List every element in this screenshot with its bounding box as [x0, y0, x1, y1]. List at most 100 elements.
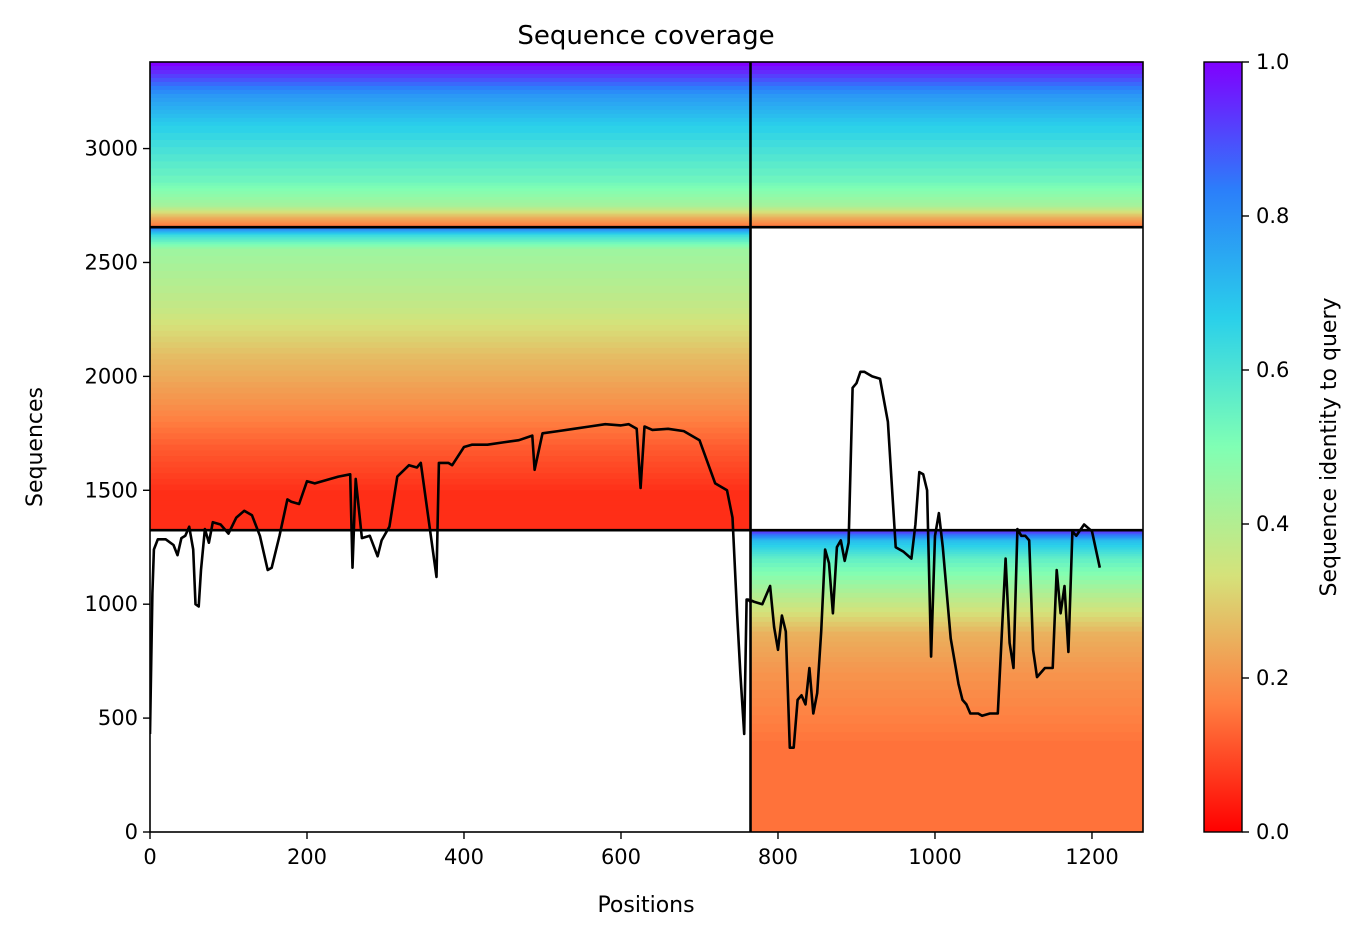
identity-band: [750, 549, 1143, 553]
identity-band: [150, 140, 751, 148]
identity-band: [750, 125, 1143, 134]
identity-band: [150, 223, 751, 226]
identity-band: [750, 121, 1143, 127]
identity-band: [750, 73, 1143, 79]
plot-area: [149, 61, 1144, 833]
identity-band: [150, 313, 751, 320]
identity-band: [150, 208, 751, 211]
identity-band: [750, 105, 1143, 111]
identity-band: [150, 205, 751, 208]
x-tick-label: 800: [758, 845, 798, 869]
identity-band: [150, 125, 751, 134]
y-tick-label: 1000: [85, 592, 138, 616]
identity-band: [750, 652, 1143, 658]
identity-band: [750, 544, 1143, 548]
identity-band: [150, 336, 751, 343]
identity-band: [750, 540, 1143, 544]
x-tick-label: 200: [287, 845, 327, 869]
identity-band: [150, 109, 751, 115]
identity-band: [150, 490, 751, 496]
identity-band: [750, 220, 1143, 222]
identity-band: [750, 681, 1143, 691]
identity-band: [150, 85, 751, 91]
identity-band: [150, 121, 751, 127]
identity-band: [150, 347, 751, 354]
identity-band: [750, 556, 1143, 560]
identity-band: [150, 185, 751, 189]
identity-band: [150, 271, 751, 279]
colorbar-tick-label: 1.0: [1256, 50, 1289, 74]
colorbar-tick-label: 0.2: [1256, 666, 1289, 690]
identity-band: [750, 531, 1143, 534]
y-axis-label: Sequences: [23, 387, 48, 507]
identity-band: [750, 185, 1143, 189]
identity-band: [150, 510, 751, 516]
identity-band: [150, 196, 751, 201]
identity-band: [150, 433, 751, 440]
identity-band: [150, 387, 751, 394]
y-tick-label: 1500: [85, 478, 138, 502]
identity-band: [750, 97, 1143, 103]
identity-band: [150, 215, 751, 218]
identity-band: [750, 689, 1143, 699]
identity-band: [150, 194, 751, 198]
identity-band: [750, 211, 1143, 214]
block-middle-left: [150, 227, 751, 531]
identity-band: [750, 607, 1143, 613]
identity-band: [750, 820, 1143, 832]
identity-band: [150, 243, 751, 246]
identity-band: [150, 97, 751, 103]
x-tick-label: 1000: [908, 845, 961, 869]
identity-band: [750, 786, 1143, 799]
identity-band: [750, 194, 1143, 198]
identity-band: [150, 325, 751, 332]
identity-band: [750, 161, 1143, 169]
x-tick-label: 0: [143, 845, 156, 869]
identity-band: [150, 238, 751, 241]
coverage-line-layer: [150, 370, 1102, 750]
identity-band: [750, 223, 1143, 226]
identity-band: [150, 222, 751, 225]
colorbar-tick-label: 0.8: [1256, 204, 1289, 228]
identity-band: [150, 212, 751, 215]
identity-band: [750, 214, 1143, 216]
identity-band: [150, 228, 751, 230]
identity-band: [150, 520, 751, 526]
identity-band: [150, 199, 751, 204]
identity-band: [150, 484, 751, 491]
identity-band: [150, 101, 751, 107]
identity-band: [750, 93, 1143, 99]
identity-band: [150, 308, 751, 315]
identity-band: [750, 672, 1143, 682]
identity-band: [150, 175, 751, 184]
identity-band: [150, 241, 751, 245]
identity-band: [750, 77, 1143, 83]
identity-band: [750, 140, 1143, 148]
identity-band: [150, 444, 751, 451]
identity-band: [750, 147, 1143, 155]
identity-band: [150, 147, 751, 155]
identity-band: [750, 657, 1143, 663]
identity-band: [150, 495, 751, 501]
identity-band: [750, 636, 1143, 643]
identity-band: [750, 65, 1143, 71]
identity-band: [150, 219, 751, 221]
identity-band: [150, 214, 751, 216]
identity-band: [150, 229, 751, 231]
identity-band: [750, 537, 1143, 540]
identity-band: [750, 631, 1143, 638]
identity-band: [150, 376, 751, 383]
identity-band: [750, 219, 1143, 221]
identity-band: [750, 617, 1143, 623]
identity-band: [150, 427, 751, 434]
identity-band: [750, 547, 1143, 550]
identity-band: [150, 224, 751, 227]
identity-band: [750, 646, 1143, 653]
identity-band: [750, 641, 1143, 648]
identity-band: [750, 763, 1143, 776]
identity-band: [150, 221, 751, 224]
identity-band: [150, 113, 751, 119]
identity-band: [750, 797, 1143, 810]
chart-title: Sequence coverage: [517, 21, 774, 51]
identity-band: [150, 65, 751, 71]
